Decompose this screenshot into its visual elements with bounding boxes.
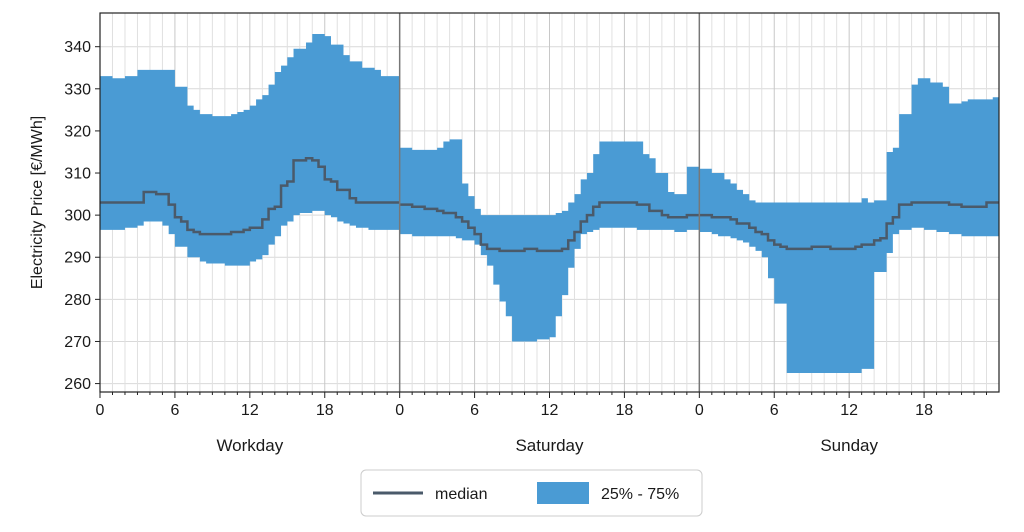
- y-axis: 260 270 280 290 300 310 320 330 340: [64, 39, 100, 393]
- legend-median-label: median: [435, 486, 487, 503]
- panel-labels: Workday Saturday Sunday: [216, 436, 878, 455]
- x-tick-label: 6: [170, 402, 179, 419]
- panel-label-workday: Workday: [216, 436, 283, 455]
- median-line-saturday: [399, 201, 700, 253]
- y-tick-label: 310: [64, 166, 91, 183]
- y-tick-label: 340: [64, 39, 91, 56]
- y-tick-label: 280: [64, 292, 91, 309]
- legend: median 25% - 75%: [360, 469, 703, 517]
- panel-label-sunday: Sunday: [820, 436, 878, 455]
- x-tick-label: 0: [395, 402, 404, 419]
- x-tick-label: 12: [541, 402, 559, 419]
- panel-dividers: [398, 13, 701, 392]
- median-layer: [100, 157, 999, 253]
- median-line-workday: [100, 157, 400, 236]
- x-tick-label: 6: [470, 402, 479, 419]
- x-tick-label: 0: [96, 402, 105, 419]
- legend-band-label: 25% - 75%: [601, 486, 679, 503]
- band-saturday: [399, 139, 700, 342]
- x-tick-label: 18: [316, 402, 334, 419]
- x-tick-label: 18: [616, 402, 634, 419]
- x-tick-label: 12: [241, 402, 259, 419]
- y-tick-label: 270: [64, 334, 91, 351]
- band-sunday: [699, 78, 999, 374]
- x-axis: 0 6 12 18 0 6 12 18 0 6 12 18: [96, 392, 988, 419]
- y-axis-title: Electricity Price [€/MWh]: [29, 116, 46, 289]
- panel-label-saturday: Saturday: [515, 436, 584, 455]
- y-tick-label: 290: [64, 250, 91, 267]
- y-tick-label: 260: [64, 376, 91, 393]
- legend-frame: [360, 469, 703, 517]
- x-tick-label: 0: [695, 402, 704, 419]
- median-line-sunday: [699, 201, 999, 251]
- y-tick-label: 300: [64, 208, 91, 225]
- x-tick-label: 6: [770, 402, 779, 419]
- legend-band-swatch: [537, 482, 589, 504]
- y-tick-label: 330: [64, 81, 91, 98]
- x-tick-label: 12: [840, 402, 858, 419]
- x-tick-label: 18: [915, 402, 933, 419]
- y-tick-label: 320: [64, 123, 91, 140]
